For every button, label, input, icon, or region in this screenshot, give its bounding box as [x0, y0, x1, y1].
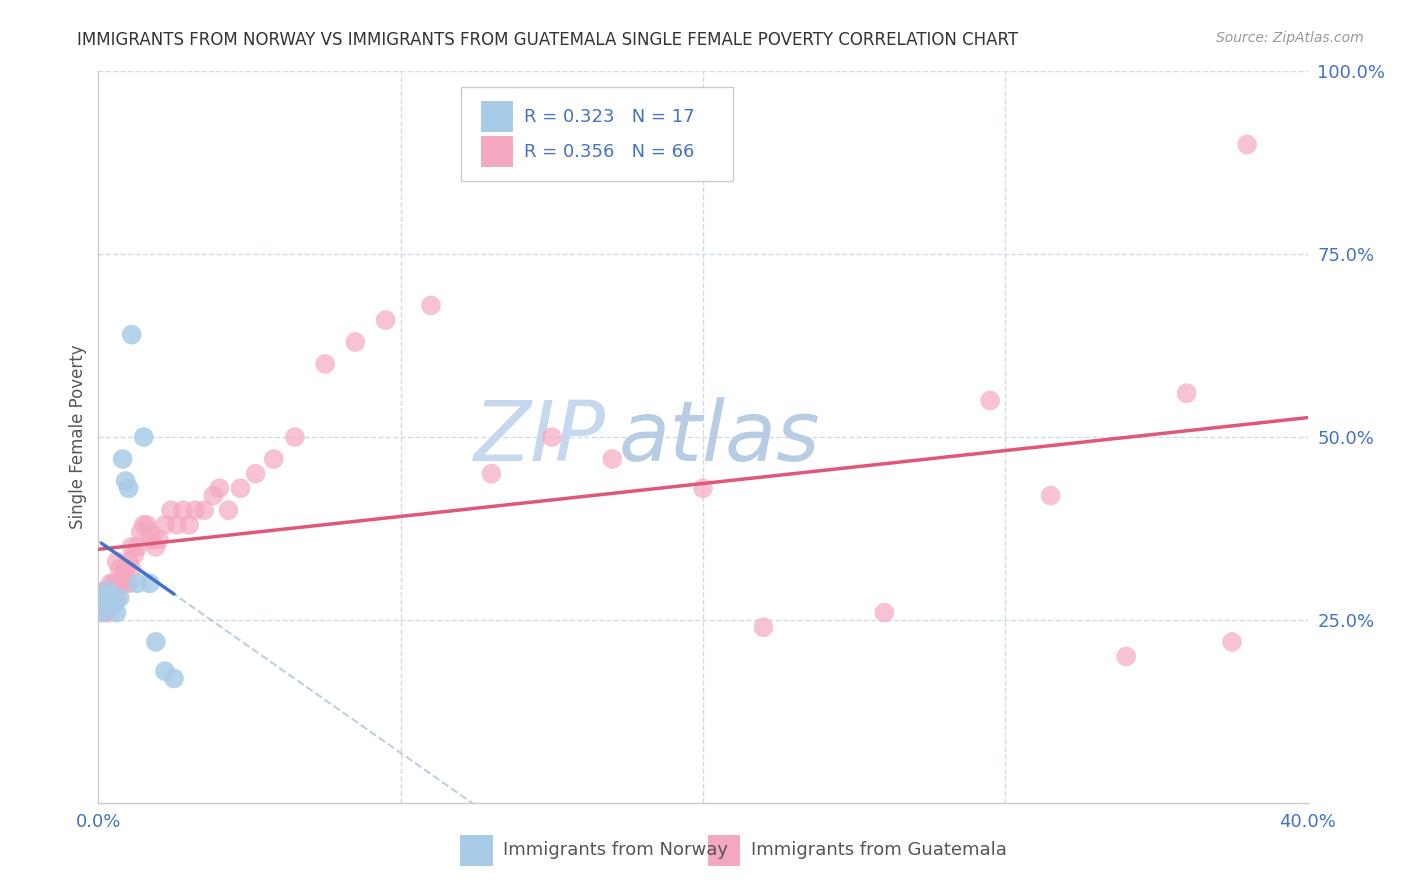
Point	[263, 452, 285, 467]
Point	[108, 576, 131, 591]
Point	[100, 576, 122, 591]
Point	[132, 430, 155, 444]
Point	[111, 569, 134, 583]
Point	[124, 547, 146, 561]
Point	[103, 583, 125, 598]
Point	[284, 430, 307, 444]
Point	[105, 554, 128, 568]
FancyBboxPatch shape	[460, 835, 492, 866]
Point	[105, 606, 128, 620]
Point	[127, 540, 149, 554]
Point	[132, 517, 155, 532]
Point	[90, 606, 112, 620]
Point	[129, 525, 152, 540]
Text: R = 0.356   N = 66: R = 0.356 N = 66	[524, 143, 695, 161]
Point	[118, 481, 141, 495]
Point	[139, 525, 162, 540]
Point	[344, 334, 367, 349]
Point	[121, 540, 143, 554]
FancyBboxPatch shape	[481, 136, 513, 167]
Point	[100, 599, 122, 613]
Point	[873, 606, 896, 620]
Text: R = 0.323   N = 17: R = 0.323 N = 17	[524, 108, 695, 126]
Point	[121, 327, 143, 342]
Point	[111, 576, 134, 591]
FancyBboxPatch shape	[461, 87, 734, 181]
Text: IMMIGRANTS FROM NORWAY VS IMMIGRANTS FROM GUATEMALA SINGLE FEMALE POVERTY CORREL: IMMIGRANTS FROM NORWAY VS IMMIGRANTS FRO…	[77, 31, 1018, 49]
Point	[93, 583, 115, 598]
Point	[108, 562, 131, 576]
Point	[103, 599, 125, 613]
Point	[752, 620, 775, 634]
Point	[1175, 386, 1198, 401]
Point	[193, 503, 215, 517]
Point	[105, 576, 128, 591]
Point	[1115, 649, 1137, 664]
Point	[93, 591, 115, 605]
Point	[139, 576, 162, 591]
Point	[153, 664, 176, 678]
Point	[114, 562, 136, 576]
Point	[229, 481, 252, 495]
Point	[111, 452, 134, 467]
Point	[166, 517, 188, 532]
Point	[90, 591, 112, 605]
Point	[1039, 489, 1062, 503]
Point	[374, 313, 396, 327]
Point	[108, 591, 131, 605]
Point	[1220, 635, 1243, 649]
Point	[160, 503, 183, 517]
Point	[118, 554, 141, 568]
Point	[96, 583, 118, 598]
Point	[121, 562, 143, 576]
Point	[96, 591, 118, 605]
Point	[481, 467, 503, 481]
Point	[100, 591, 122, 605]
Point	[208, 481, 231, 495]
Point	[153, 517, 176, 532]
Point	[118, 576, 141, 591]
Point	[202, 489, 225, 503]
Point	[172, 503, 194, 517]
Point	[135, 517, 157, 532]
Point	[93, 599, 115, 613]
Point	[145, 635, 167, 649]
Point	[105, 591, 128, 605]
Point	[179, 517, 201, 532]
Point	[979, 393, 1001, 408]
Point	[90, 599, 112, 613]
Point	[127, 576, 149, 591]
FancyBboxPatch shape	[481, 102, 513, 132]
Point	[145, 540, 167, 554]
Point	[103, 591, 125, 605]
Point	[217, 503, 239, 517]
Point	[93, 606, 115, 620]
Y-axis label: Single Female Poverty: Single Female Poverty	[69, 345, 87, 529]
Point	[163, 672, 186, 686]
Point	[692, 481, 714, 495]
Point	[100, 591, 122, 605]
Text: Immigrants from Norway: Immigrants from Norway	[503, 841, 728, 859]
Point	[1236, 137, 1258, 152]
Text: Source: ZipAtlas.com: Source: ZipAtlas.com	[1216, 31, 1364, 45]
Point	[148, 533, 170, 547]
Point	[114, 474, 136, 488]
Point	[602, 452, 624, 467]
Point	[114, 576, 136, 591]
Text: Immigrants from Guatemala: Immigrants from Guatemala	[751, 841, 1007, 859]
Point	[96, 583, 118, 598]
Point	[245, 467, 267, 481]
Point	[540, 430, 562, 444]
Point	[420, 298, 443, 312]
Point	[142, 533, 165, 547]
Point	[103, 576, 125, 591]
Text: ZIP: ZIP	[474, 397, 606, 477]
FancyBboxPatch shape	[707, 835, 741, 866]
Text: atlas: atlas	[619, 397, 820, 477]
Point	[184, 503, 207, 517]
Point	[314, 357, 336, 371]
Point	[96, 606, 118, 620]
